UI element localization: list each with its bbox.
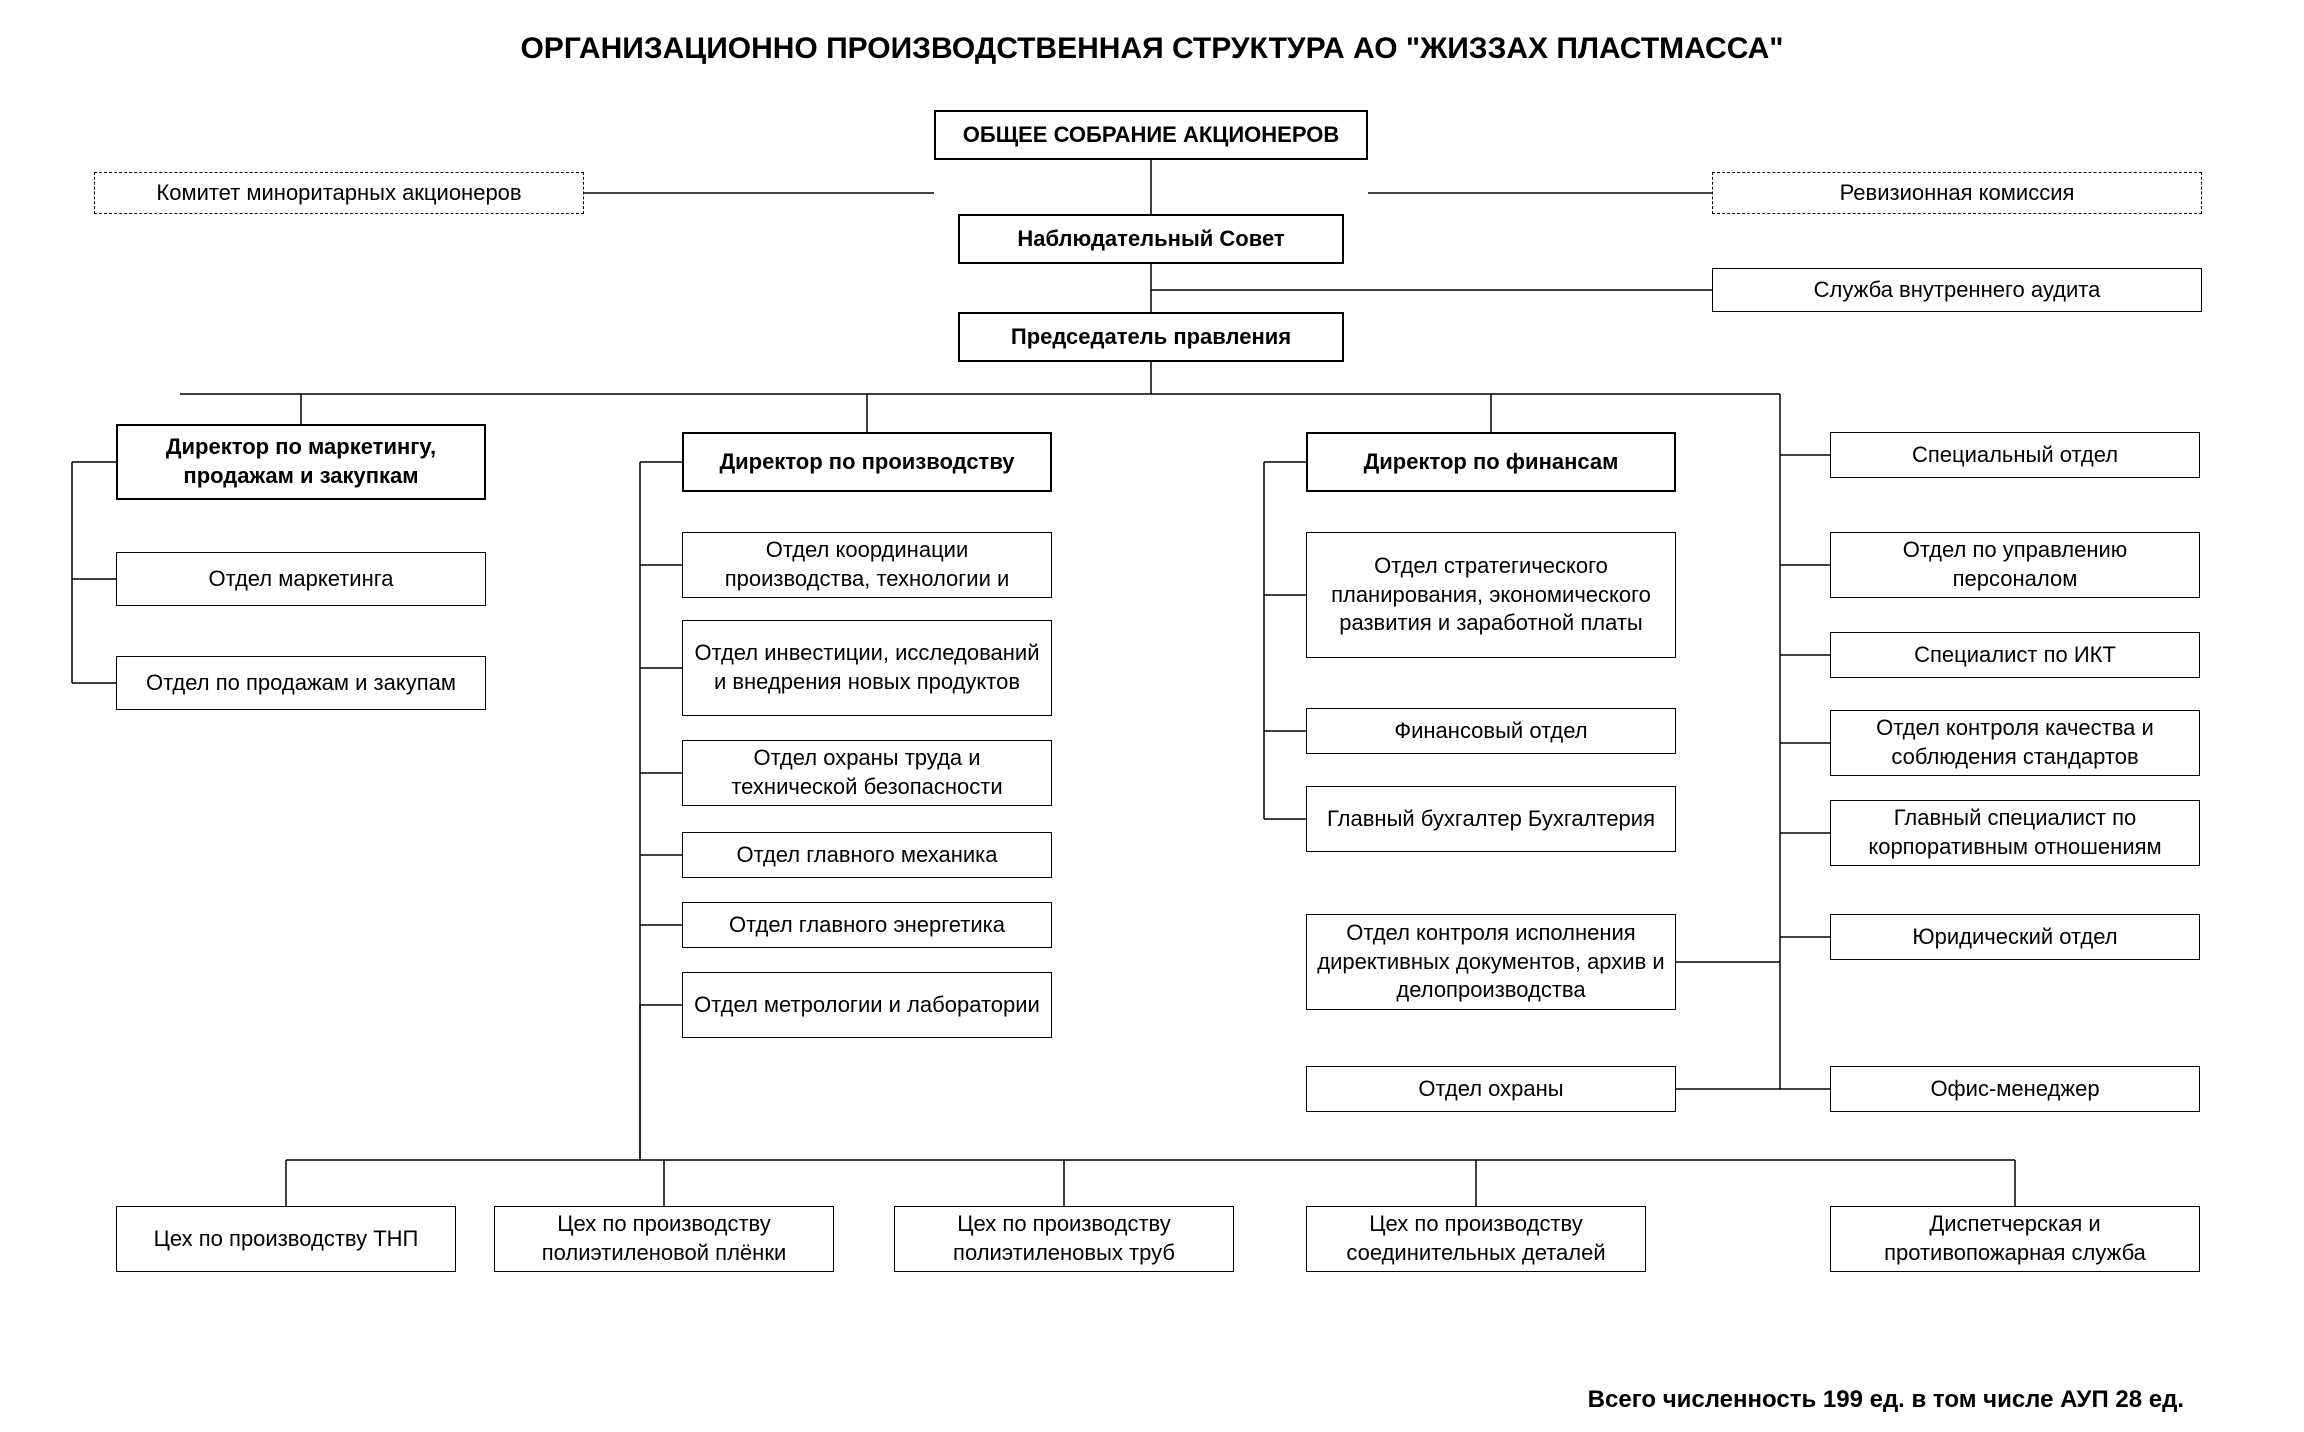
node-prod_invest: Отдел инвестиции, исследований и внедрен… bbox=[682, 620, 1052, 716]
node-prod_metrology: Отдел метрологии и лаборатории bbox=[682, 972, 1052, 1038]
node-fin_strategy: Отдел стратегического планирования, экон… bbox=[1306, 532, 1676, 658]
node-dir_finance: Директор по финансам bbox=[1306, 432, 1676, 492]
node-legal: Юридический отдел bbox=[1830, 914, 2200, 960]
node-shop_fittings: Цех по производству соединительных детал… bbox=[1306, 1206, 1646, 1272]
node-dept_marketing: Отдел маркетинга bbox=[116, 552, 486, 606]
node-hr: Отдел по управлению персоналом bbox=[1830, 532, 2200, 598]
node-fin_acct: Главный бухгалтер Бухгалтерия bbox=[1306, 786, 1676, 852]
node-prod_safety: Отдел охраны труда и технической безопас… bbox=[682, 740, 1052, 806]
node-prod_coord: Отдел координации производства, технолог… bbox=[682, 532, 1052, 598]
node-prod_mechanic: Отдел главного механика bbox=[682, 832, 1052, 878]
node-corp_rel: Главный специалист по корпоративным отно… bbox=[1830, 800, 2200, 866]
chart-title: ОРГАНИЗАЦИОННО ПРОИЗВОДСТВЕННАЯ СТРУКТУР… bbox=[0, 32, 2304, 66]
node-dept_sales: Отдел по продажам и закупам bbox=[116, 656, 486, 710]
node-special_dept: Специальный отдел bbox=[1830, 432, 2200, 478]
node-dir_marketing: Директор по маркетингу, продажам и закуп… bbox=[116, 424, 486, 500]
node-assembly: ОБЩЕЕ СОБРАНИЕ АКЦИОНЕРОВ bbox=[934, 110, 1368, 160]
node-minority: Комитет миноритарных акционеров bbox=[94, 172, 584, 214]
node-revision: Ревизионная комиссия bbox=[1712, 172, 2202, 214]
node-office_mgr: Офис-менеджер bbox=[1830, 1066, 2200, 1112]
node-security: Отдел охраны bbox=[1306, 1066, 1676, 1112]
node-shop_film: Цех по производству полиэтиленовой плёнк… bbox=[494, 1206, 834, 1272]
node-chairman: Председатель правления bbox=[958, 312, 1344, 362]
node-shop_tnp: Цех по производству ТНП bbox=[116, 1206, 456, 1272]
footer-note: Всего численность 199 ед. в том числе АУ… bbox=[1588, 1386, 2184, 1414]
node-quality: Отдел контроля качества и соблюдения ста… bbox=[1830, 710, 2200, 776]
node-shop_pipe: Цех по производству полиэтиленовых труб bbox=[894, 1206, 1234, 1272]
node-dir_production: Директор по производству bbox=[682, 432, 1052, 492]
org-chart: ОРГАНИЗАЦИОННО ПРОИЗВОДСТВЕННАЯ СТРУКТУР… bbox=[0, 0, 2304, 1432]
node-audit: Служба внутреннего аудита bbox=[1712, 268, 2202, 312]
node-supervisory: Наблюдательный Совет bbox=[958, 214, 1344, 264]
node-ict: Специалист по ИКТ bbox=[1830, 632, 2200, 678]
node-dispatch: Диспетчерская и противопожарная служба bbox=[1830, 1206, 2200, 1272]
node-ctrl_doc: Отдел контроля исполнения директивных до… bbox=[1306, 914, 1676, 1010]
node-prod_energy: Отдел главного энергетика bbox=[682, 902, 1052, 948]
node-fin_dept: Финансовый отдел bbox=[1306, 708, 1676, 754]
